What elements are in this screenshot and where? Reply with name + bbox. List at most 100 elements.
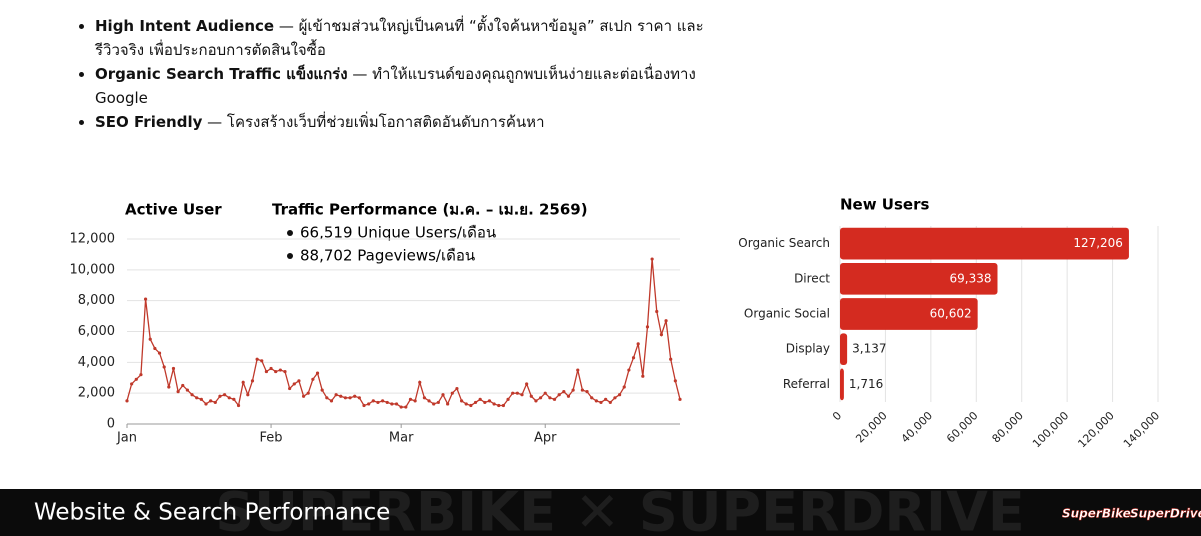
point <box>418 380 422 384</box>
y-tick-label: Direct <box>794 271 830 285</box>
y-tick-label: 12,000 <box>70 232 116 247</box>
point <box>218 394 222 398</box>
bullet-text: — โครงสร้างเว็บที่ช่วยเพิ่มโอกาสติดอันดั… <box>207 113 545 131</box>
point <box>455 386 459 391</box>
point <box>181 383 185 388</box>
point <box>167 385 171 389</box>
point <box>585 390 589 394</box>
y-tick-label: Organic Search <box>738 236 830 250</box>
point <box>473 400 478 405</box>
bullet-bold: SEO Friendly <box>95 113 203 131</box>
bullet-dot <box>287 253 293 259</box>
point <box>664 319 668 323</box>
value-label: 69,338 <box>949 271 991 285</box>
point <box>678 397 682 401</box>
y-tick-label: Display <box>786 342 830 356</box>
point <box>566 394 571 398</box>
point <box>232 397 236 401</box>
point <box>250 379 255 383</box>
bullet: SEO Friendly — โครงสร้างเว็บที่ช่วยเพิ่ม… <box>95 110 715 134</box>
logo: SuperDrive <box>1130 507 1201 521</box>
point <box>371 399 375 403</box>
point <box>171 366 176 371</box>
point <box>139 373 143 377</box>
point <box>195 396 199 400</box>
point <box>525 382 529 386</box>
y-tick-label: 8,000 <box>78 293 115 308</box>
point <box>478 397 482 401</box>
bar <box>840 368 844 401</box>
point <box>306 391 310 395</box>
point <box>143 297 148 301</box>
point <box>622 385 626 389</box>
point <box>399 405 403 409</box>
point <box>320 388 324 392</box>
point <box>376 400 380 405</box>
logo: SuperBike <box>1062 507 1131 521</box>
value-label: 127,206 <box>1073 236 1123 250</box>
y-tick-label: Organic Social <box>744 307 830 321</box>
bullet-bold: Organic Search Traffic แข็งแกร่ง <box>95 65 348 83</box>
point <box>260 359 264 363</box>
point <box>278 368 282 372</box>
x-tick-label: 0 <box>830 409 844 423</box>
bar <box>840 227 1129 260</box>
point <box>241 380 245 384</box>
point <box>329 399 334 403</box>
point <box>627 368 631 372</box>
point <box>209 399 213 403</box>
point <box>487 399 492 403</box>
point <box>362 403 366 408</box>
point <box>236 403 241 408</box>
point <box>130 382 134 386</box>
x-tick-label: Apr <box>534 431 557 446</box>
point <box>673 379 677 383</box>
y-tick-label: 2,000 <box>78 386 115 401</box>
point <box>246 393 250 397</box>
point <box>353 394 357 398</box>
point <box>199 397 203 401</box>
point <box>617 393 622 397</box>
point <box>590 396 594 400</box>
bullet: High Intent Audience — ผู้เข้าชมส่วนใหญ่… <box>95 14 715 62</box>
x-tick-label: Feb <box>260 431 283 446</box>
point <box>185 388 190 392</box>
point <box>552 397 557 401</box>
point <box>599 400 603 405</box>
point <box>608 400 612 405</box>
annotation: 88,702 Pageviews/เดือน <box>300 247 475 265</box>
point <box>576 368 580 372</box>
point <box>385 400 389 405</box>
point <box>176 390 180 394</box>
point <box>594 399 598 403</box>
point <box>562 390 566 394</box>
point <box>571 388 575 392</box>
point <box>515 391 519 395</box>
point <box>325 396 329 400</box>
point <box>432 402 436 406</box>
point <box>153 346 157 351</box>
x-tick-label: 20,000 <box>853 409 889 445</box>
chart-title: Traffic Performance (ม.ค. – เม.ย. 2569) <box>272 201 588 219</box>
point <box>538 396 543 400</box>
point <box>422 396 427 400</box>
point <box>404 405 408 409</box>
point <box>227 396 231 400</box>
point <box>390 402 394 406</box>
point <box>157 351 162 355</box>
point <box>148 337 152 341</box>
point <box>557 393 561 397</box>
point <box>659 332 664 337</box>
value-label: 60,602 <box>930 307 972 321</box>
watermark: SUPERBIKE ✕ SUPERDRIVE <box>215 481 1025 536</box>
point <box>580 388 585 392</box>
point <box>311 377 315 381</box>
point <box>604 397 608 401</box>
point <box>297 379 301 383</box>
point <box>315 371 320 375</box>
point <box>162 365 166 369</box>
point <box>469 403 473 408</box>
point <box>492 402 496 406</box>
y-tick-label: 4,000 <box>78 355 115 370</box>
